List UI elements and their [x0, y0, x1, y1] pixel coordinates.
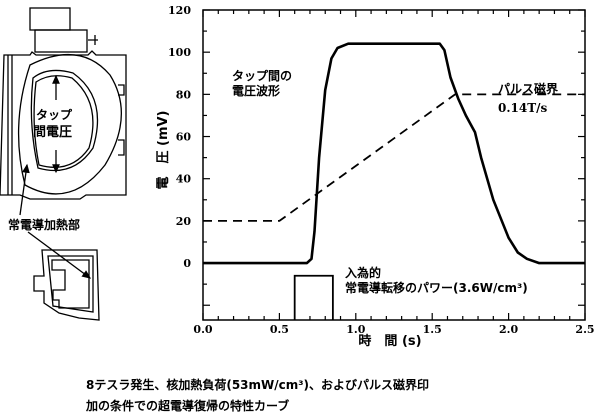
tap-label-1: タップ: [36, 107, 73, 122]
plot-frame: [202, 9, 586, 321]
annotation-voltage-2: 電圧波形: [232, 83, 280, 98]
annotation-field-1: パルス磁界: [498, 81, 558, 96]
y-tick-label: 120: [168, 4, 191, 17]
x-tick-label: 2.0: [499, 323, 518, 336]
x-tick-label: 0.0: [193, 323, 212, 336]
caption-line-1: 8テスラ発生、核加熱負荷(53mW/cm³)、およびパルス磁界印: [86, 377, 429, 392]
chart: 0.0 0.5 1.0 1.5 2.0 2.5 0 20 40 60 80 100 120: [168, 4, 595, 336]
y-axis-label: 電 圧 (mV): [156, 110, 171, 189]
power-pulse-box: [293, 274, 334, 320]
y-tick-label: 40: [176, 173, 192, 186]
x-axis-label: 時 間 (s): [358, 333, 421, 349]
annotation-power-2: 常電導転移のパワー(3.6W/cm³): [345, 280, 528, 295]
y-tick-label: 0: [183, 257, 191, 270]
x-tick-label: 1.5: [423, 323, 442, 336]
x-tick-label: 1.0: [346, 323, 365, 336]
y-tick-label: 60: [176, 131, 192, 144]
caption-line-2: 加の条件での超電導復帰の特性カーブ: [85, 398, 289, 413]
magnet-diagram: [0, 7, 127, 321]
x-tick-label: 0.5: [270, 323, 289, 336]
x-tick-label: 2.5: [575, 323, 594, 336]
heater-label: 常電導加熱部: [8, 217, 80, 232]
y-tick-label: 100: [168, 46, 191, 59]
tap-label-2: 間電圧: [33, 125, 72, 140]
annotation-power-1: 入為的: [345, 265, 381, 280]
annotation-voltage-1: タップ間の: [232, 68, 292, 83]
y-tick-label: 20: [176, 215, 192, 228]
annotation-field-2: 0.14T/s: [498, 101, 548, 115]
series-pulse-field: [203, 93, 585, 222]
y-tick-label: 80: [176, 88, 192, 101]
